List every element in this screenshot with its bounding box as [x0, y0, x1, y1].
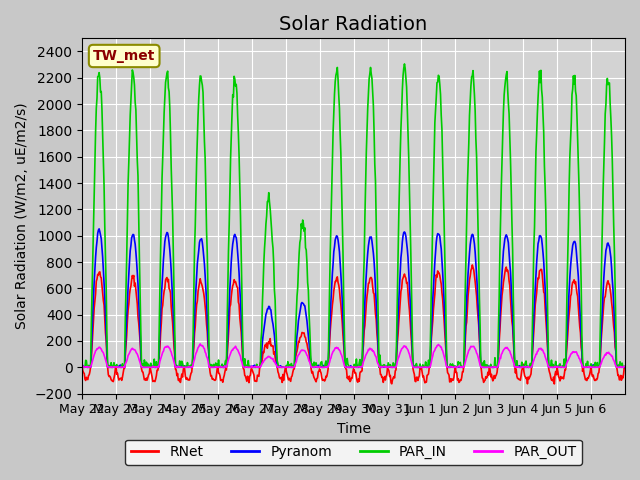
Pyranom: [78, 364, 86, 370]
RNet: [620, 364, 628, 370]
PAR_OUT: [270, 359, 278, 364]
PAR_OUT: [81, 364, 88, 370]
PAR_IN: [78, 362, 86, 368]
PAR_IN: [269, 245, 277, 251]
RNet: [142, 377, 150, 383]
Title: Solar Radiation: Solar Radiation: [280, 15, 428, 34]
PAR_IN: [243, 364, 250, 370]
RNet: [289, 370, 296, 375]
Line: PAR_IN: PAR_IN: [82, 64, 624, 367]
Pyranom: [440, 297, 448, 303]
PAR_OUT: [441, 356, 449, 361]
RNet: [468, 262, 476, 268]
Y-axis label: Solar Radiation (W/m2, uE/m2/s): Solar Radiation (W/m2, uE/m2/s): [15, 103, 29, 329]
Pyranom: [95, 226, 103, 232]
RNet: [440, 306, 447, 312]
PAR_OUT: [143, 364, 150, 370]
PAR_OUT: [243, 364, 251, 370]
PAR_OUT: [620, 363, 628, 369]
PAR_IN: [79, 364, 86, 370]
PAR_IN: [143, 360, 150, 365]
PAR_OUT: [78, 363, 86, 369]
PAR_OUT: [291, 364, 298, 370]
PAR_IN: [620, 363, 628, 369]
Pyranom: [143, 364, 150, 370]
PAR_IN: [410, 364, 418, 370]
PAR_IN: [441, 251, 449, 257]
RNet: [241, 373, 249, 379]
Line: Pyranom: Pyranom: [82, 229, 624, 367]
PAR_IN: [290, 363, 298, 369]
RNet: [409, 365, 417, 371]
Pyranom: [290, 363, 298, 369]
PAR_OUT: [196, 341, 204, 347]
RNet: [78, 363, 86, 369]
Pyranom: [243, 363, 250, 369]
Pyranom: [410, 364, 417, 370]
Legend: RNet, Pyranom, PAR_IN, PAR_OUT: RNet, Pyranom, PAR_IN, PAR_OUT: [125, 440, 582, 465]
Pyranom: [269, 322, 277, 327]
X-axis label: Time: Time: [337, 422, 371, 436]
RNet: [550, 381, 558, 387]
PAR_IN: [401, 61, 408, 67]
Line: PAR_OUT: PAR_OUT: [82, 344, 624, 367]
Line: RNet: RNet: [82, 265, 624, 384]
PAR_OUT: [410, 364, 418, 370]
Text: TW_met: TW_met: [93, 49, 156, 63]
Pyranom: [620, 364, 628, 370]
RNet: [268, 343, 276, 349]
